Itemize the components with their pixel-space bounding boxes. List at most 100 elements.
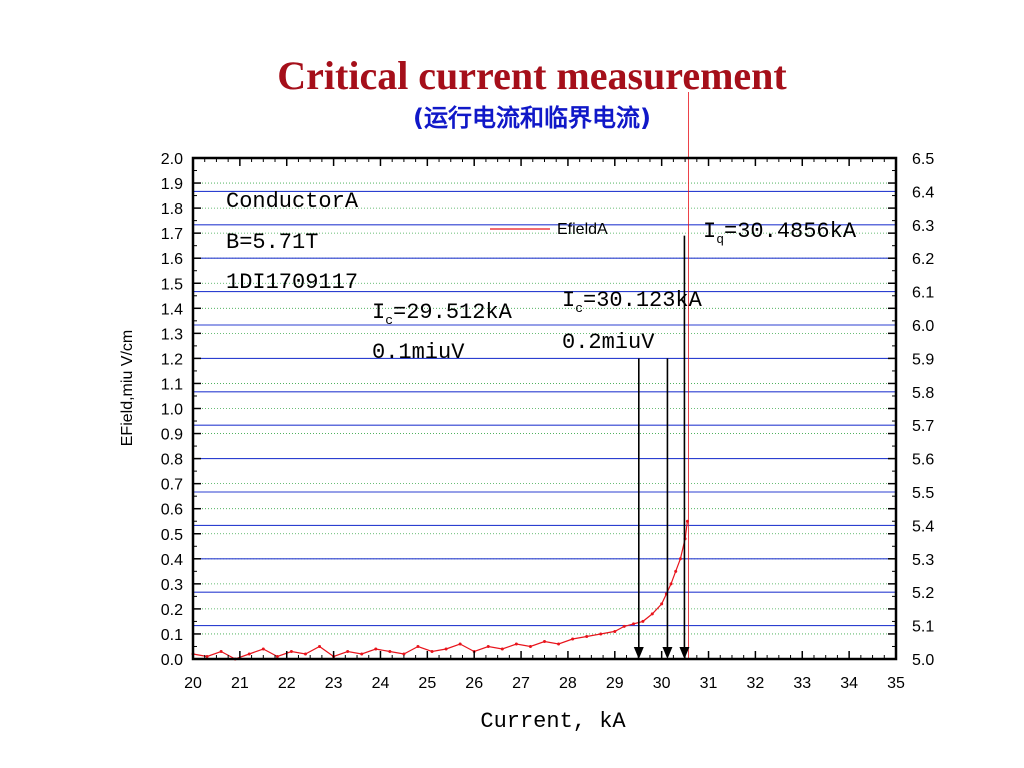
series-point	[514, 642, 518, 646]
y2-tick-label: 5.2	[912, 585, 934, 602]
y-tick-label: 1.9	[161, 176, 183, 193]
y-tick-label: 1.6	[161, 251, 183, 268]
y-tick-label: 0.9	[161, 427, 183, 444]
y-axis-label: EField,miu V/cm	[119, 330, 136, 446]
y2-tick-label: 5.0	[912, 652, 934, 669]
annotation-field: B=5.71T	[226, 230, 318, 255]
y2-tick-label: 6.5	[912, 151, 934, 168]
y-tick-label: 0.6	[161, 502, 183, 519]
y-tick-label: 0.3	[161, 577, 183, 594]
series-point	[416, 644, 420, 648]
series-point	[669, 582, 673, 586]
x-tick-label: 23	[325, 675, 343, 692]
series-point	[247, 652, 251, 656]
y2-tick-label: 5.4	[912, 518, 934, 535]
series-point	[388, 649, 392, 653]
series-point	[650, 612, 654, 616]
y2-tick-label: 6.0	[912, 318, 934, 335]
arrow-head	[662, 647, 673, 659]
annotation-ic1-criterion: 0.1miuV	[372, 340, 465, 365]
x-tick-label: 20	[184, 675, 202, 692]
series-point	[585, 634, 589, 638]
arrow-head	[679, 647, 690, 659]
series-point	[346, 649, 350, 653]
y2-tick-label: 5.3	[912, 552, 934, 569]
x-tick-label: 31	[700, 675, 718, 692]
y-tick-label: 1.0	[161, 402, 183, 419]
series-point	[219, 649, 223, 653]
annotation-iq: Iq=30.4856kA	[703, 219, 857, 247]
y2-tick-label: 5.5	[912, 485, 934, 502]
y-tick-label: 1.2	[161, 351, 183, 368]
y-tick-label: 1.3	[161, 326, 183, 343]
y-tick-label: 0.7	[161, 477, 183, 494]
series-point	[674, 569, 678, 573]
series-point	[458, 642, 462, 646]
x-tick-label: 33	[793, 675, 811, 692]
series-point	[261, 647, 265, 651]
series-point	[289, 649, 293, 653]
x-tick-label: 22	[278, 675, 296, 692]
y2-tick-label: 6.1	[912, 285, 934, 302]
series-point	[374, 647, 378, 651]
series-point	[641, 619, 645, 623]
series-layer	[191, 92, 689, 661]
series-point	[678, 557, 682, 561]
series-point	[660, 602, 664, 606]
y2-tick-label: 6.2	[912, 251, 934, 268]
annotation-ic2-criterion: 0.2miuV	[562, 330, 655, 355]
series-point	[360, 652, 364, 656]
y-tick-label: 1.7	[161, 226, 183, 243]
series-point	[528, 644, 532, 648]
chart-subtitle: (运行电流和临界电流)	[413, 104, 651, 132]
y-tick-label: 1.1	[161, 376, 183, 393]
series-point	[303, 652, 307, 656]
series-point	[543, 639, 546, 643]
arrow-head	[633, 647, 644, 659]
y2-tick-label: 5.9	[912, 351, 934, 368]
y2-tick-label: 5.6	[912, 452, 934, 469]
y2-tick-label: 6.4	[912, 184, 934, 201]
legend-label: EfieldA	[557, 221, 608, 238]
x-tick-label: 32	[747, 675, 765, 692]
series-point	[402, 652, 406, 656]
series-point	[622, 624, 626, 628]
series-point	[632, 622, 636, 626]
x-tick-label: 34	[840, 675, 858, 692]
series-point	[599, 632, 603, 636]
x-tick-label: 26	[465, 675, 483, 692]
grid-lines	[193, 157, 896, 660]
y-tick-label: 1.8	[161, 201, 183, 218]
y-tick-label: 0.5	[161, 527, 183, 544]
y2-tick-label: 5.8	[912, 385, 934, 402]
axis-ticks: 0.0 0.1 0.2 0.3 0.4 0.5 0.6 0.7 0.8 0.9 1.0 1.1 1.2 1…	[161, 151, 935, 692]
y2-tick-label: 6.3	[912, 218, 934, 235]
x-tick-label: 28	[559, 675, 577, 692]
annotation-sample-id: 1DI1709117	[226, 270, 358, 295]
x-tick-label: 21	[231, 675, 249, 692]
series-point	[500, 647, 504, 651]
x-tick-label: 29	[606, 675, 624, 692]
series-point	[613, 629, 617, 633]
y-tick-label: 0.8	[161, 452, 183, 469]
annotation-conductor: ConductorA	[226, 189, 359, 214]
chart-title: Critical current measurement	[277, 53, 787, 98]
x-tick-label: 24	[372, 675, 390, 692]
x-tick-label: 35	[887, 675, 905, 692]
x-axis-label: Current, kA	[480, 709, 626, 734]
series-point	[486, 644, 490, 648]
arrows	[633, 235, 690, 659]
series-point	[444, 647, 448, 651]
y-tick-label: 0.4	[161, 552, 183, 569]
series-point	[205, 654, 209, 658]
x-tick-label: 27	[512, 675, 530, 692]
y-tick-label: 1.4	[161, 301, 183, 318]
series-point	[275, 654, 279, 658]
y2-tick-label: 5.7	[912, 418, 934, 435]
y-tick-label: 2.0	[161, 151, 183, 168]
x-tick-label: 25	[418, 675, 436, 692]
series-point	[430, 649, 434, 653]
series-point	[318, 644, 322, 648]
series-point	[557, 642, 561, 646]
